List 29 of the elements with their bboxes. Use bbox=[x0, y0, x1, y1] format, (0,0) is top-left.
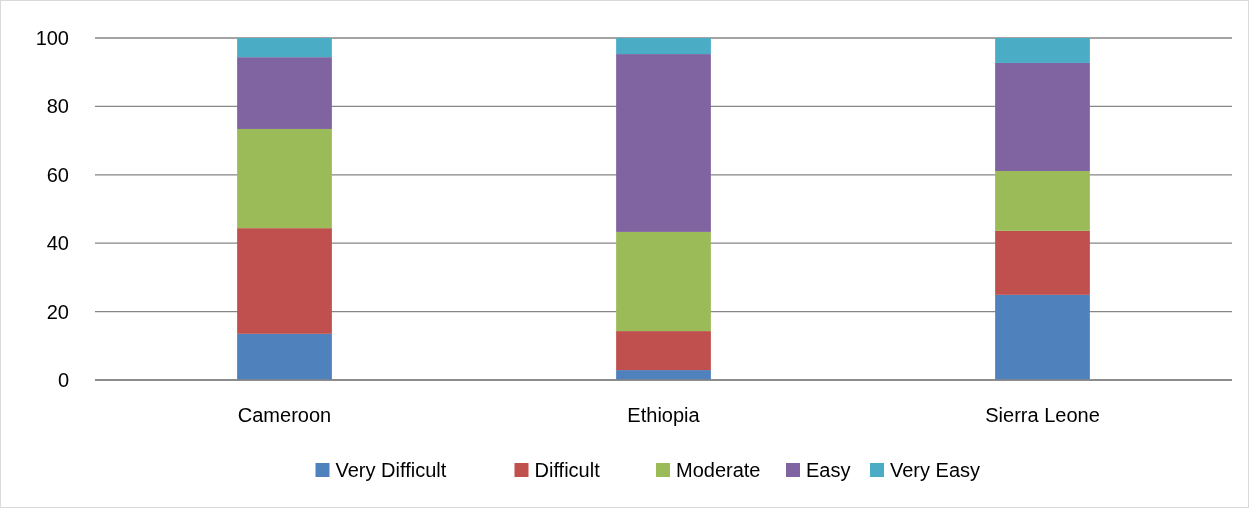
y-tick-label: 20 bbox=[46, 300, 69, 323]
x-tick-label: Cameroon bbox=[237, 404, 332, 426]
y-tick-label: 40 bbox=[46, 232, 69, 255]
bar bbox=[995, 230, 1090, 295]
bar bbox=[616, 54, 711, 232]
legend-label: Easy bbox=[806, 459, 851, 481]
bar bbox=[995, 294, 1090, 380]
bar bbox=[995, 38, 1090, 63]
y-tick-label: 0 bbox=[57, 369, 69, 391]
bar bbox=[616, 231, 711, 332]
y-tick-label: 80 bbox=[46, 95, 69, 118]
bar bbox=[995, 171, 1090, 231]
bar bbox=[995, 62, 1090, 172]
bar bbox=[237, 57, 332, 129]
bar bbox=[237, 333, 332, 380]
y-tick-label: 100 bbox=[35, 27, 69, 49]
legend-label: Difficult bbox=[534, 459, 601, 481]
bar bbox=[237, 38, 332, 58]
x-tick-label: Sierra Leone bbox=[985, 404, 1100, 426]
bar bbox=[237, 128, 332, 229]
x-tick-label: Ethiopia bbox=[627, 404, 701, 426]
bar bbox=[237, 228, 332, 334]
bar bbox=[616, 370, 711, 380]
legend-label: Very Easy bbox=[890, 459, 981, 481]
bar bbox=[616, 38, 711, 55]
y-tick-label: 60 bbox=[46, 163, 69, 186]
bar bbox=[616, 331, 711, 371]
legend-label: Very Difficult bbox=[335, 459, 447, 481]
legend-label: Moderate bbox=[676, 459, 761, 481]
